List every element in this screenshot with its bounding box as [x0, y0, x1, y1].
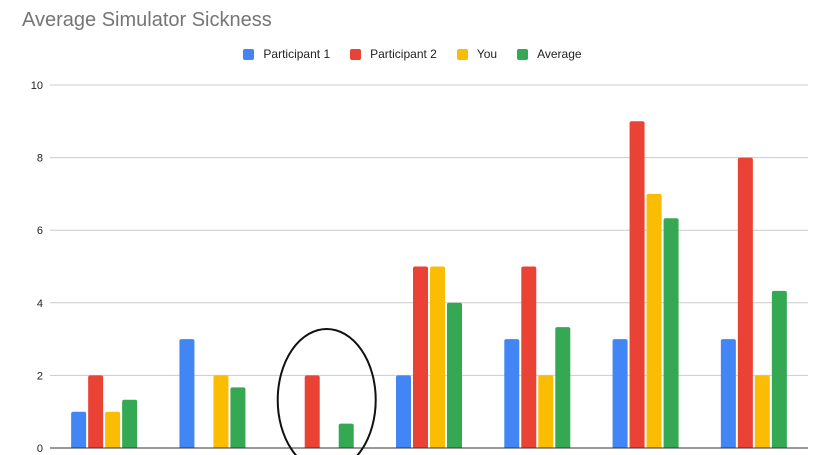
- y-tick-label: 10: [31, 80, 43, 92]
- bar-participant-2: [88, 375, 104, 448]
- bar-participant-1: [612, 339, 628, 448]
- bar-participant-2: [304, 375, 320, 448]
- bar-participant-1: [71, 411, 87, 448]
- legend-label-you: You: [476, 47, 498, 61]
- bar-you: [213, 375, 229, 448]
- bar-participant-2: [737, 157, 753, 448]
- legend-swatch-you: [456, 48, 468, 60]
- chart-title: Average Simulator Sickness: [22, 9, 272, 31]
- bar-participant-1: [504, 339, 520, 448]
- bar-average: [771, 290, 787, 448]
- bar-average: [230, 387, 246, 448]
- bar-participant-1: [179, 339, 195, 448]
- legend-swatch-average: [517, 48, 529, 60]
- bar-average: [122, 399, 138, 448]
- legend-label-participant-2: Participant 2: [370, 47, 437, 61]
- bar-you: [430, 266, 445, 448]
- legend-item-average[interactable]: Average: [517, 47, 582, 61]
- bar-average: [338, 423, 354, 448]
- bar-you: [754, 375, 770, 448]
- bar-participant-1: [396, 375, 411, 448]
- y-tick-label: 6: [37, 225, 43, 237]
- bar-participant-2: [521, 266, 537, 448]
- legend-item-participant-1[interactable]: Participant 1: [243, 47, 330, 61]
- bar-participant-2: [629, 121, 645, 449]
- bar-you: [538, 375, 554, 448]
- legend-label-participant-1: Participant 1: [263, 47, 331, 61]
- legend-swatch-participant-1: [243, 48, 255, 60]
- legend-swatch-participant-2: [350, 48, 362, 60]
- legend: Participant 1 Participant 2 You Average: [0, 47, 825, 61]
- y-tick-label: 8: [37, 153, 43, 165]
- bar-participant-1: [720, 339, 736, 448]
- bar-average: [663, 218, 679, 448]
- bar-you: [105, 411, 121, 448]
- bar-participant-2: [413, 266, 428, 448]
- legend-label-average: Average: [537, 47, 582, 61]
- y-tick-label: 2: [37, 370, 43, 382]
- bar-you: [646, 193, 662, 448]
- annotation-ellipse: [276, 328, 377, 455]
- legend-item-you[interactable]: You: [456, 47, 498, 61]
- bar-average: [555, 327, 571, 448]
- legend-item-participant-2[interactable]: Participant 2: [350, 47, 437, 61]
- y-tick-label: 4: [37, 298, 43, 310]
- bar-average: [447, 302, 462, 448]
- y-tick-label: 0: [37, 443, 43, 455]
